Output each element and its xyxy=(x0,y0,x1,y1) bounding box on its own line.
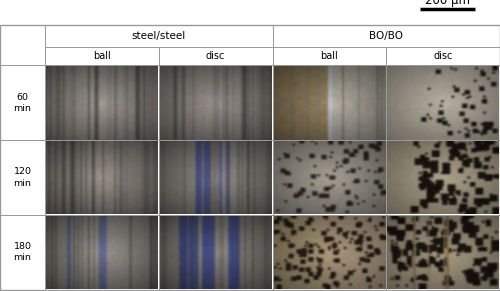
Bar xyxy=(45,140,159,215)
Bar xyxy=(0,140,45,215)
Bar xyxy=(0,215,45,290)
Bar xyxy=(272,65,386,140)
Bar xyxy=(45,215,159,290)
Bar xyxy=(0,215,45,290)
Bar xyxy=(159,65,272,140)
Text: 120
min: 120 min xyxy=(14,167,32,188)
Bar xyxy=(45,47,159,65)
Text: disc: disc xyxy=(206,51,226,61)
Bar xyxy=(159,140,272,215)
Bar xyxy=(45,65,159,140)
Text: disc: disc xyxy=(434,51,453,61)
Bar xyxy=(386,47,500,65)
Bar xyxy=(386,65,500,140)
Bar xyxy=(159,215,272,290)
Bar xyxy=(272,215,386,290)
Bar xyxy=(0,65,45,140)
Text: BO/BO: BO/BO xyxy=(370,31,404,41)
Text: ball: ball xyxy=(320,51,338,61)
Bar xyxy=(272,140,386,215)
Bar xyxy=(272,47,386,65)
Bar xyxy=(272,25,500,47)
Bar xyxy=(386,140,500,215)
Bar xyxy=(0,65,45,140)
Text: 200 μm: 200 μm xyxy=(425,0,470,7)
Bar xyxy=(159,47,272,65)
Bar xyxy=(0,140,45,215)
Text: steel/steel: steel/steel xyxy=(132,31,186,41)
Bar xyxy=(45,25,272,47)
Text: ball: ball xyxy=(93,51,111,61)
Text: 60
min: 60 min xyxy=(14,93,32,113)
Bar xyxy=(386,215,500,290)
Text: 180
min: 180 min xyxy=(14,242,32,262)
Bar xyxy=(0,25,45,65)
